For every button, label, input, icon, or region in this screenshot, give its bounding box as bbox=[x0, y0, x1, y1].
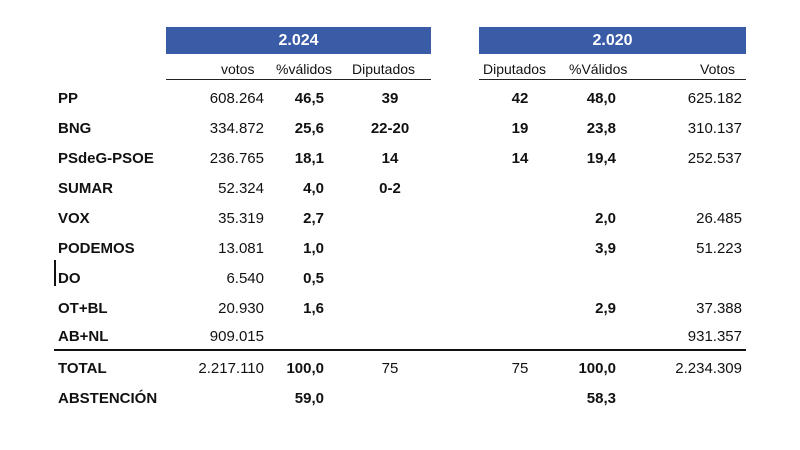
header-year-2020: 2.020 bbox=[479, 27, 746, 54]
pct-2020: 2,0 bbox=[595, 210, 616, 227]
votos-2020: 625.182 bbox=[687, 90, 742, 107]
votos-2024: 6.540 bbox=[226, 270, 264, 287]
diputados-2024: 39 bbox=[381, 90, 399, 107]
table-row: SUMAR 52.324 4,0 0-2 bbox=[0, 174, 800, 204]
votos-2024: 236.765 bbox=[209, 150, 264, 167]
party-name: DO bbox=[58, 270, 81, 287]
total-votos-2024: 2.217.110 bbox=[198, 360, 264, 377]
pct-2020: 23,8 bbox=[586, 120, 616, 137]
votos-2024: 334.872 bbox=[209, 120, 264, 137]
abstencion-pct-2020: 58,3 bbox=[586, 390, 616, 407]
diputados-2024: 22-20 bbox=[370, 120, 410, 137]
pct-2020: 19,4 bbox=[586, 150, 616, 167]
pct-2020: 48,0 bbox=[586, 90, 616, 107]
party-name: VOX bbox=[58, 210, 90, 227]
pct-2024: 1,0 bbox=[303, 240, 324, 257]
total-diputados-2024: 75 bbox=[381, 360, 399, 377]
subheader-pct-2020: %Válidos bbox=[569, 61, 628, 77]
party-name: SUMAR bbox=[58, 180, 113, 197]
pct-2024: 2,7 bbox=[303, 210, 324, 227]
votos-2024: 909.015 bbox=[209, 328, 264, 345]
pct-2020: 3,9 bbox=[595, 240, 616, 257]
total-label: TOTAL bbox=[58, 360, 107, 377]
pct-2024: 0,5 bbox=[303, 270, 324, 287]
diputados-2024: 0-2 bbox=[379, 180, 401, 197]
total-votos-2020: 2.234.309 bbox=[675, 360, 742, 377]
subheader-underline-2020 bbox=[479, 79, 746, 80]
diputados-2020: 14 bbox=[511, 150, 529, 167]
votos-2024: 608.264 bbox=[209, 90, 264, 107]
abstencion-row: ABSTENCIÓN 59,0 58,3 bbox=[0, 384, 800, 414]
votos-2024: 20.930 bbox=[218, 300, 264, 317]
party-name: PODEMOS bbox=[58, 240, 135, 257]
party-name: BNG bbox=[58, 120, 92, 137]
subheader-diputados-2020: Diputados bbox=[483, 61, 547, 77]
abstencion-label: ABSTENCIÓN bbox=[58, 390, 158, 407]
votos-2020: 252.537 bbox=[687, 150, 742, 167]
table-row: BNG 334.872 25,6 22-20 19 23,8 310.137 bbox=[0, 114, 800, 144]
votos-2024: 13.081 bbox=[218, 240, 264, 257]
subheader-underline-2024 bbox=[166, 79, 431, 80]
pct-2024: 25,6 bbox=[294, 120, 324, 137]
pct-2024: 46,5 bbox=[294, 90, 324, 107]
votos-2024: 52.324 bbox=[218, 180, 264, 197]
table-row: PSdeG-PSOE 236.765 18,1 14 14 19,4 252.5… bbox=[0, 144, 800, 174]
total-row: TOTAL 2.217.110 100,0 75 75 100,0 2.234.… bbox=[0, 354, 800, 384]
diputados-2020: 42 bbox=[511, 90, 529, 107]
total-pct-2020: 100,0 bbox=[578, 360, 616, 377]
do-row-marker bbox=[54, 260, 56, 286]
total-diputados-2020: 75 bbox=[511, 360, 529, 377]
total-divider bbox=[54, 349, 746, 351]
subheader-pct-2024: %válidos bbox=[276, 61, 333, 77]
votos-2024: 35.319 bbox=[218, 210, 264, 227]
party-name: AB+NL bbox=[58, 328, 109, 345]
diputados-2024: 14 bbox=[381, 150, 399, 167]
votos-2020: 51.223 bbox=[696, 240, 742, 257]
votos-2020: 37.388 bbox=[696, 300, 742, 317]
header-year-2024: 2.024 bbox=[166, 27, 431, 54]
votos-2020: 931.357 bbox=[687, 328, 742, 345]
subheader-diputados-2024: Diputados bbox=[352, 61, 416, 77]
pct-2024: 18,1 bbox=[294, 150, 324, 167]
votos-2020: 26.485 bbox=[696, 210, 742, 227]
pct-2024: 4,0 bbox=[303, 180, 324, 197]
table-row: OT+BL 20.930 1,6 2,9 37.388 bbox=[0, 294, 800, 324]
party-name: PSdeG-PSOE bbox=[58, 150, 154, 167]
pct-2020: 2,9 bbox=[595, 300, 616, 317]
table-row: VOX 35.319 2,7 2,0 26.485 bbox=[0, 204, 800, 234]
table-row: AB+NL 909.015 931.357 bbox=[0, 322, 800, 352]
diputados-2020: 19 bbox=[511, 120, 529, 137]
pct-2024: 1,6 bbox=[303, 300, 324, 317]
subheader-votos-2020: Votos bbox=[700, 61, 736, 77]
total-pct-2024: 100,0 bbox=[286, 360, 324, 377]
table-row: PP 608.264 46,5 39 42 48,0 625.182 bbox=[0, 84, 800, 114]
votos-2020: 310.137 bbox=[687, 120, 742, 137]
subheader-votos-2024: votos bbox=[221, 61, 255, 77]
table-row: PODEMOS 13.081 1,0 3,9 51.223 bbox=[0, 234, 800, 264]
party-name: PP bbox=[58, 90, 79, 107]
party-name: OT+BL bbox=[58, 300, 108, 317]
table-row: DO 6.540 0,5 bbox=[0, 264, 800, 294]
abstencion-pct-2024: 59,0 bbox=[294, 390, 324, 407]
